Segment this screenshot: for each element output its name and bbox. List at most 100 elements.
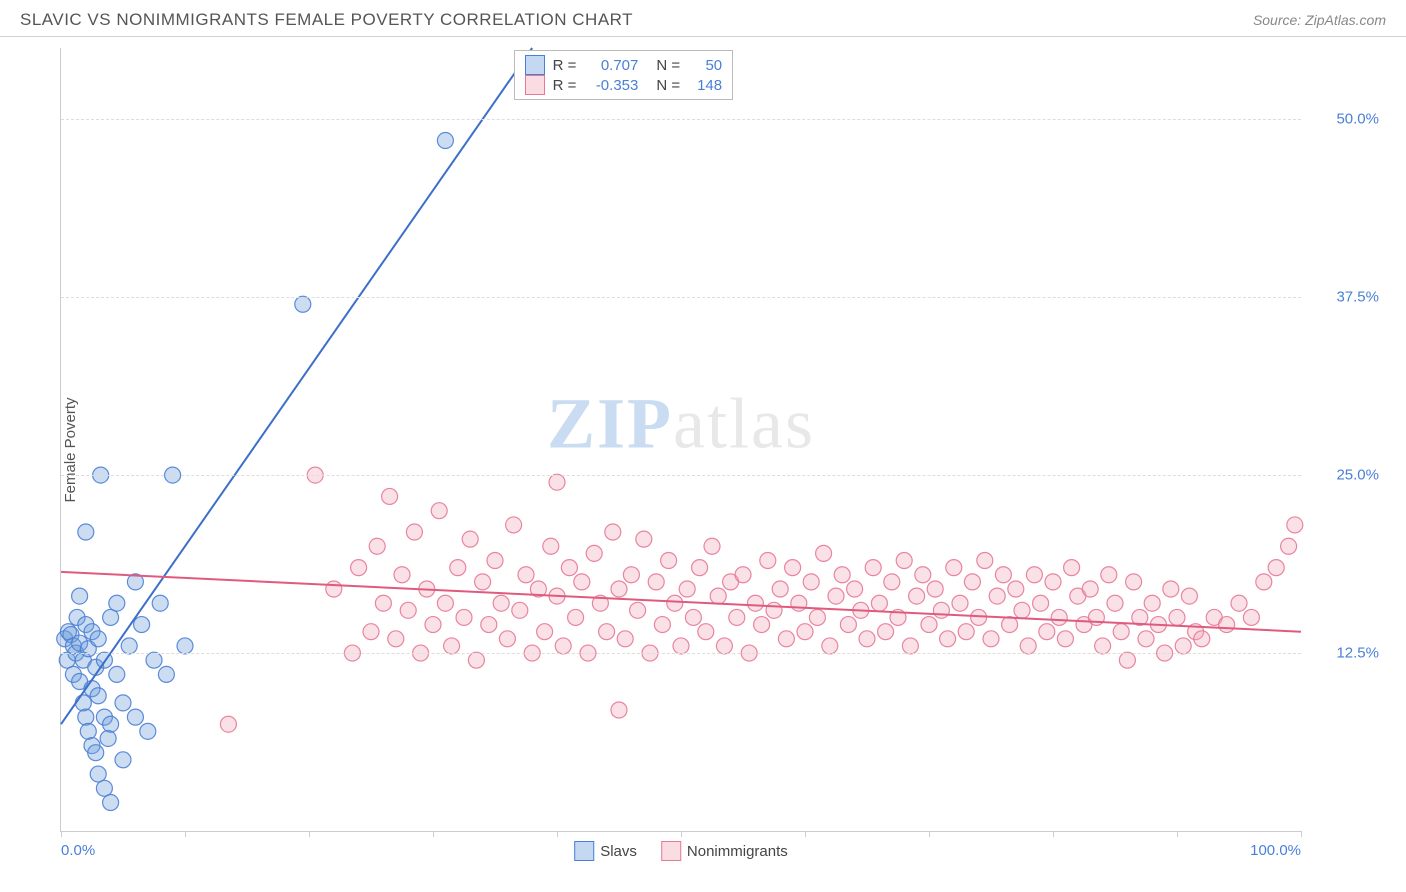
scatter-point: [561, 560, 577, 576]
y-tick-label: 12.5%: [1309, 645, 1379, 662]
stats-r-value: -0.353: [584, 77, 638, 94]
scatter-point: [400, 602, 416, 618]
scatter-point: [983, 631, 999, 647]
scatter-point: [1026, 567, 1042, 583]
scatter-point: [692, 560, 708, 576]
scatter-point: [946, 560, 962, 576]
scatter-point: [1051, 609, 1067, 625]
scatter-point: [220, 716, 236, 732]
scatter-point: [1014, 602, 1030, 618]
scatter-point: [1163, 581, 1179, 597]
scatter-point: [1181, 588, 1197, 604]
scatter-point: [1107, 595, 1123, 611]
scatter-point: [90, 688, 106, 704]
scatter-point: [1144, 595, 1160, 611]
scatter-point: [791, 595, 807, 611]
legend-swatch: [574, 841, 594, 861]
scatter-point: [952, 595, 968, 611]
x-tick: [1177, 831, 1178, 837]
scatter-point: [78, 709, 94, 725]
bottom-legend-label: Slavs: [600, 843, 637, 860]
scatter-point: [673, 638, 689, 654]
x-tick: [681, 831, 682, 837]
scatter-point: [766, 602, 782, 618]
x-tick: [185, 831, 186, 837]
scatter-point: [630, 602, 646, 618]
scatter-point: [1119, 652, 1135, 668]
scatter-point: [1268, 560, 1284, 576]
scatter-point: [989, 588, 1005, 604]
scatter-point: [605, 524, 621, 540]
scatter-point: [1082, 581, 1098, 597]
scatter-point: [661, 553, 677, 569]
scatter-point: [493, 595, 509, 611]
scatter-point: [977, 553, 993, 569]
scatter-point: [431, 503, 447, 519]
stats-legend-row: R =0.707N =50: [525, 55, 723, 75]
scatter-point: [747, 595, 763, 611]
stats-n-value: 148: [688, 77, 722, 94]
scatter-point: [555, 638, 571, 654]
scatter-point: [964, 574, 980, 590]
scatter-point: [351, 560, 367, 576]
scatter-point: [574, 574, 590, 590]
scatter-point: [481, 617, 497, 633]
x-axis-label-left: 0.0%: [61, 842, 95, 859]
scatter-point: [754, 617, 770, 633]
chart-title: SLAVIC VS NONIMMIGRANTS FEMALE POVERTY C…: [20, 10, 633, 30]
x-tick: [1053, 831, 1054, 837]
scatter-point: [1045, 574, 1061, 590]
scatter-point: [468, 652, 484, 668]
stats-r-label: R =: [553, 57, 577, 74]
scatter-point: [456, 609, 472, 625]
y-tick-label: 37.5%: [1309, 289, 1379, 306]
scatter-point: [158, 666, 174, 682]
x-axis-label-right: 100.0%: [1250, 842, 1301, 859]
scatter-point: [388, 631, 404, 647]
scatter-point: [1095, 638, 1111, 654]
scatter-point: [995, 567, 1011, 583]
scatter-point: [1169, 609, 1185, 625]
scatter-point: [1138, 631, 1154, 647]
scatter-point: [729, 609, 745, 625]
x-tick: [433, 831, 434, 837]
scatter-point: [1194, 631, 1210, 647]
scatter-point: [1064, 560, 1080, 576]
chart-source: Source: ZipAtlas.com: [1253, 12, 1386, 28]
stats-n-value: 50: [688, 57, 722, 74]
y-tick-label: 25.0%: [1309, 467, 1379, 484]
scatter-point: [88, 745, 104, 761]
scatter-point: [1231, 595, 1247, 611]
scatter-point: [654, 617, 670, 633]
scatter-point: [611, 702, 627, 718]
scatter-point: [847, 581, 863, 597]
scatter-point: [1126, 574, 1142, 590]
stats-n-label: N =: [656, 77, 680, 94]
scatter-point: [611, 581, 627, 597]
scatter-point: [72, 588, 88, 604]
x-tick: [1301, 831, 1302, 837]
scatter-point: [1020, 638, 1036, 654]
y-tick-label: 50.0%: [1309, 111, 1379, 128]
scatter-point: [803, 574, 819, 590]
scatter-point: [518, 567, 534, 583]
scatter-point: [96, 780, 112, 796]
scatter-point: [326, 581, 342, 597]
x-tick: [929, 831, 930, 837]
scatter-point: [177, 638, 193, 654]
legend-swatch: [525, 55, 545, 75]
scatter-point: [363, 624, 379, 640]
scatter-point: [704, 538, 720, 554]
scatter-point: [152, 595, 168, 611]
stats-r-label: R =: [553, 77, 577, 94]
scatter-point: [772, 581, 788, 597]
bottom-legend-label: Nonimmigrants: [687, 843, 788, 860]
scatter-point: [1057, 631, 1073, 647]
scatter-point: [828, 588, 844, 604]
scatter-point: [115, 695, 131, 711]
scatter-point: [958, 624, 974, 640]
scatter-point: [78, 524, 94, 540]
scatter-point: [103, 609, 119, 625]
scatter-point: [896, 553, 912, 569]
scatter-point: [927, 581, 943, 597]
